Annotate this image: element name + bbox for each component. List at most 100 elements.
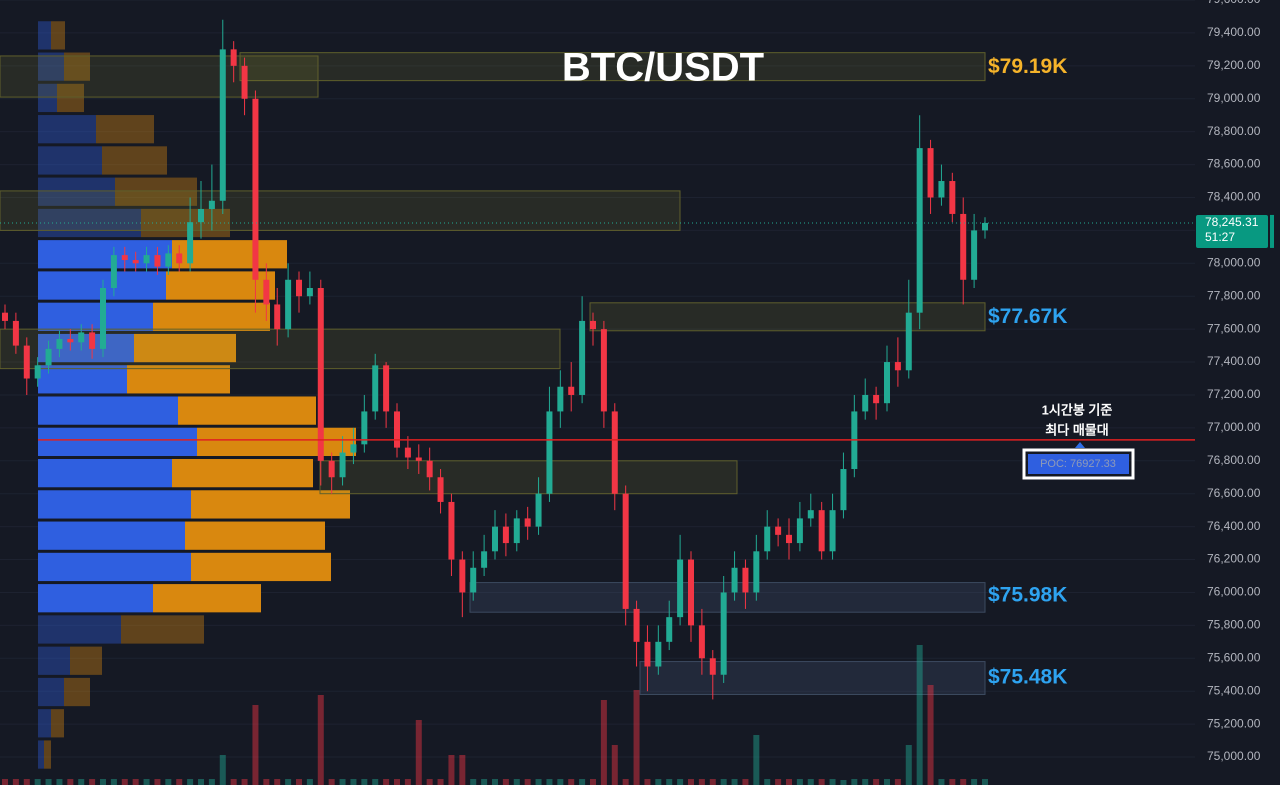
volume-bar xyxy=(198,779,204,785)
candle-body xyxy=(285,279,292,330)
volume-bar xyxy=(34,779,41,785)
profile-sell xyxy=(51,21,65,50)
candle-body xyxy=(67,339,74,343)
volume-bar xyxy=(568,779,575,785)
volume-bar xyxy=(176,779,183,785)
candle-body xyxy=(296,279,302,297)
candle-body xyxy=(415,457,422,461)
candle-body xyxy=(306,287,313,297)
volume-bar xyxy=(513,779,520,785)
candle-body xyxy=(34,365,41,379)
volume-bar xyxy=(252,705,259,785)
y-tick-label: 76,200.00 xyxy=(1207,552,1261,566)
volume-bar xyxy=(165,779,172,785)
profile-buy xyxy=(38,740,44,769)
candle-body xyxy=(938,181,945,198)
candle-body xyxy=(121,255,128,261)
candle-body xyxy=(132,260,139,264)
candle-body xyxy=(557,386,564,412)
candle-body xyxy=(949,181,956,214)
profile-buy xyxy=(38,146,102,175)
candle-body xyxy=(2,312,8,321)
y-tick-label: 77,600.00 xyxy=(1207,321,1261,335)
candle-body xyxy=(720,592,727,675)
profile-buy xyxy=(38,615,121,644)
candle-body xyxy=(459,559,466,593)
candle-body xyxy=(513,518,520,544)
volume-bar xyxy=(916,645,923,785)
profile-buy xyxy=(38,459,172,488)
volume-bar xyxy=(426,779,433,785)
volume-bar xyxy=(285,779,292,785)
volume-bar xyxy=(579,779,586,785)
profile-sell xyxy=(191,552,331,582)
y-tick-label: 76,800.00 xyxy=(1207,453,1261,467)
candle-body xyxy=(698,625,705,659)
last-price-badge xyxy=(1196,214,1268,248)
profile-buy xyxy=(38,52,64,81)
volume-bar xyxy=(78,779,85,785)
candle-body xyxy=(862,394,869,412)
candle-body xyxy=(372,365,379,412)
volume-bar xyxy=(927,685,934,785)
annotation-line: 최다 매물대 xyxy=(1045,422,1108,437)
level-label: $75.48K xyxy=(988,666,1067,689)
candle-body xyxy=(143,255,150,264)
volume-bar xyxy=(274,779,281,785)
candle-body xyxy=(361,411,368,445)
volume-bar xyxy=(905,745,912,785)
candle-body xyxy=(187,222,194,264)
volume-bar xyxy=(546,779,553,785)
profile-sell xyxy=(197,427,356,457)
candle-body xyxy=(633,608,640,642)
candle-body xyxy=(350,444,357,453)
volume-bar xyxy=(317,695,324,785)
profile-sell xyxy=(96,115,154,144)
candle-body xyxy=(263,279,270,305)
level-label: $79.19K xyxy=(988,55,1067,78)
profile-buy xyxy=(38,677,64,707)
candle-body xyxy=(742,567,749,593)
volume-bar xyxy=(600,700,607,785)
volume-bar xyxy=(611,745,618,785)
volume-bar xyxy=(154,779,161,785)
profile-buy xyxy=(38,396,178,425)
profile-buy xyxy=(38,208,141,238)
volume-bar xyxy=(698,779,705,785)
last-price-tab xyxy=(1270,214,1274,248)
volume-bar xyxy=(306,779,313,785)
volume-bar xyxy=(677,779,684,785)
profile-sell xyxy=(191,490,350,519)
candle-body xyxy=(960,213,967,280)
y-tick-label: 79,600.00 xyxy=(1207,0,1261,6)
volume-bar xyxy=(688,779,694,785)
volume-bar xyxy=(56,779,63,785)
candle-body xyxy=(23,345,30,379)
y-tick-label: 78,600.00 xyxy=(1207,157,1261,171)
volume-bar xyxy=(132,779,139,785)
candle-body xyxy=(89,332,96,349)
volume-bar xyxy=(350,779,357,785)
volume-bar xyxy=(121,779,128,785)
candle-body xyxy=(796,518,803,544)
candle-body xyxy=(677,559,684,618)
candle-body xyxy=(884,362,890,404)
y-tick-label: 75,200.00 xyxy=(1207,716,1261,730)
candle-body xyxy=(56,339,63,349)
volume-bar xyxy=(960,779,967,785)
volume-bar xyxy=(404,779,411,785)
profile-sell xyxy=(134,333,236,363)
y-tick-label: 77,800.00 xyxy=(1207,288,1261,302)
candle-body xyxy=(546,411,553,494)
profile-buy xyxy=(38,552,191,582)
candle-body xyxy=(219,49,226,201)
profile-sell xyxy=(70,646,102,675)
volume-bar xyxy=(709,779,716,785)
volume-bar xyxy=(263,779,270,785)
volume-bar xyxy=(372,779,379,785)
volume-bar xyxy=(45,779,52,785)
annotation-line: 1시간봉 기준 xyxy=(1042,402,1113,417)
volume-bar xyxy=(459,755,466,785)
candle-body xyxy=(829,510,836,552)
countdown-label: 51:27 xyxy=(1205,230,1235,244)
